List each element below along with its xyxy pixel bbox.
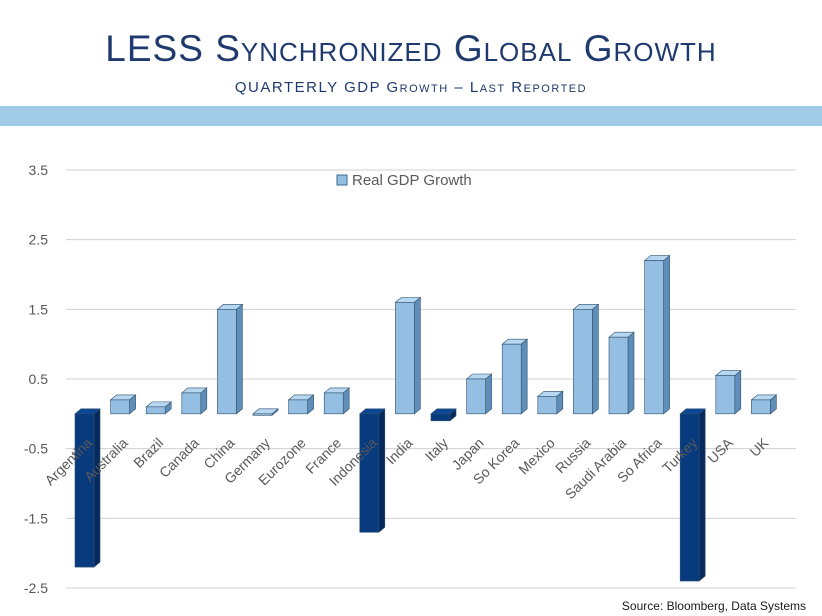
y-tick-label: -1.5 [24, 510, 48, 526]
bar-side [663, 254, 670, 415]
bar-front [288, 399, 308, 415]
y-tick-label: -0.5 [24, 441, 48, 457]
bar-australia [109, 394, 137, 415]
bar-china [216, 303, 244, 415]
bar-eurozone [287, 394, 315, 415]
bar-front [430, 413, 451, 422]
x-tick-label: Italy [422, 435, 451, 464]
bar-front [252, 413, 273, 416]
bar-indonesia [358, 408, 386, 533]
slide-subtitle: QUARTERLY GDP Growth – Last Reported [234, 79, 588, 96]
source-note: Source: Bloomberg, Data Systems [621, 599, 806, 613]
bar-so-korea [501, 338, 529, 415]
bar-turkey [679, 408, 707, 582]
bar-side [485, 373, 492, 415]
x-tick-label: UK [746, 434, 772, 460]
y-tick-label: 0.5 [29, 371, 49, 387]
x-tick-label: Mexico [515, 435, 558, 478]
bar-india [394, 296, 422, 415]
bar-saudi-arabia [608, 331, 635, 415]
bar-front [323, 392, 344, 415]
bar-italy [430, 408, 457, 422]
bar-front [501, 343, 522, 415]
bar-front [573, 309, 593, 415]
bars [74, 254, 778, 582]
bar-germany [252, 408, 279, 416]
bar-front [395, 302, 415, 415]
y-tick-label: 3.5 [29, 162, 49, 178]
bar-brazil [145, 401, 173, 415]
bar-front [751, 399, 771, 415]
bar-front [145, 406, 166, 415]
bar-front [679, 413, 700, 582]
bar-russia [572, 303, 600, 415]
bar-side [93, 408, 101, 568]
bar-canada [180, 387, 208, 415]
x-tick-label: India [383, 434, 416, 467]
legend-label: Real GDP Growth [352, 172, 472, 189]
y-tick-label: 1.5 [29, 301, 49, 317]
bar-side [520, 338, 528, 415]
y-axis-ticks: 3.5 2.5 1.5 0.5 -0.5 -1.5 -2.5 [24, 162, 48, 596]
bar-side [627, 331, 635, 415]
bar-front [217, 309, 237, 415]
bar-front [110, 399, 130, 415]
gdp-bar-chart: 3.5 2.5 1.5 0.5 -0.5 -1.5 -2.5 ArgentinaAustra… [24, 162, 796, 596]
bar-side [734, 369, 742, 415]
bar-so-africa [643, 254, 671, 415]
gridlines [66, 169, 796, 589]
x-tick-label: USA [704, 434, 736, 466]
legend: Real GDP Growth [336, 172, 472, 189]
slide-title: LESS Synchronized Global Growth [105, 28, 717, 69]
bar-france [323, 387, 351, 415]
y-tick-label: -2.5 [24, 580, 48, 596]
bar-uk [750, 394, 778, 415]
bar-side [698, 408, 706, 582]
bar-side [378, 408, 386, 533]
legend-swatch [336, 174, 348, 186]
bar-front [74, 413, 95, 568]
header-band [0, 106, 822, 126]
bar-side [592, 303, 599, 415]
bar-front [715, 375, 736, 415]
bar-front [181, 392, 202, 415]
bar-mexico [536, 390, 564, 415]
bar-front [537, 396, 558, 415]
bar-front [466, 378, 486, 415]
bar-front [359, 413, 380, 533]
x-tick-label: Canada [156, 434, 202, 480]
bar-side [414, 296, 421, 415]
bar-argentina [74, 408, 101, 568]
bar-usa [714, 369, 742, 415]
y-tick-label: 2.5 [29, 232, 49, 248]
bar-front [608, 336, 629, 415]
bar-front [644, 260, 664, 415]
bar-side [236, 303, 243, 415]
bar-japan [465, 373, 493, 415]
